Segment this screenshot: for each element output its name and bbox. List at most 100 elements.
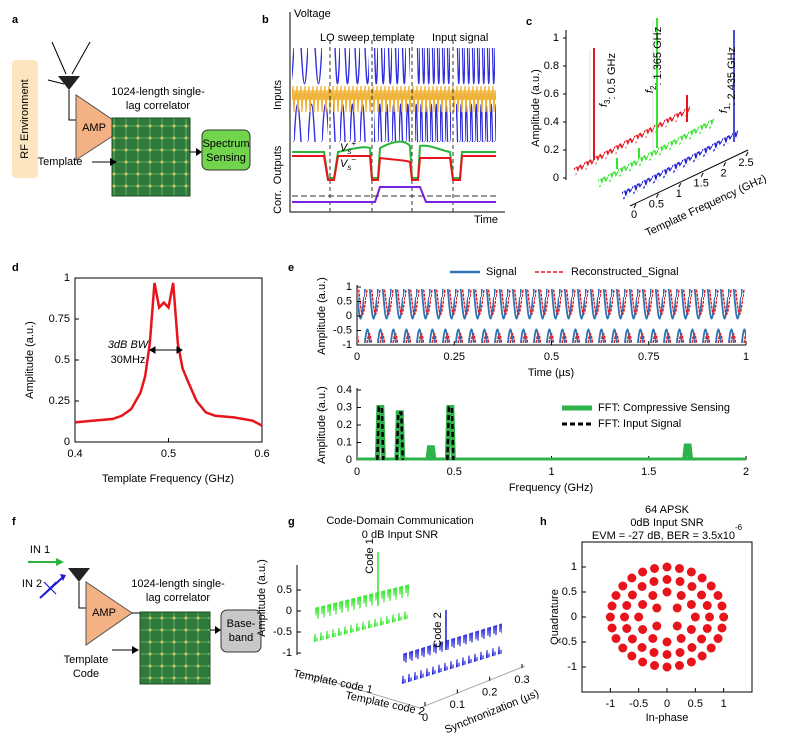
label: Signal	[486, 266, 517, 278]
constellation-point	[605, 612, 615, 622]
fft-peak	[682, 443, 694, 461]
x-tick-label: -0.5	[629, 698, 648, 710]
x-tick-label: 0.1	[450, 699, 465, 711]
x-tick-label: 1	[676, 188, 682, 200]
label: LO sweep template	[320, 32, 415, 44]
constellation-point	[650, 564, 660, 573]
bw-arrow	[149, 346, 183, 354]
constellation-point	[687, 643, 697, 652]
x-tick-label: 2	[721, 167, 727, 179]
constellation-point	[638, 625, 648, 634]
constellation-point	[662, 662, 672, 672]
panel-b-traces	[289, 12, 505, 213]
y-tick-label: 0	[346, 454, 352, 466]
legend-label: FFT: Input Signal	[598, 418, 681, 430]
panel-label: a	[12, 14, 19, 26]
vs-plus: Vs+	[340, 139, 356, 156]
constellation-point	[706, 643, 716, 653]
y-tick-label: 0.25	[49, 395, 70, 407]
constellation-point	[649, 577, 659, 586]
label: Spectrum	[202, 138, 249, 150]
text-part: 3	[603, 99, 612, 104]
label: AMP	[82, 122, 106, 134]
label: Code 1	[364, 538, 376, 573]
y-tick-label: 0.6	[544, 88, 559, 100]
constellation-point	[627, 573, 637, 583]
panel-c-traces	[565, 18, 749, 207]
y-tick-label: 0	[571, 611, 577, 623]
label: Sensing	[206, 152, 246, 164]
label: Template	[64, 654, 109, 666]
x-tick-label: 0.25	[444, 351, 465, 363]
x-tick-label: 0.3	[514, 674, 529, 686]
y-tick-label: 0.5	[562, 586, 577, 598]
label: Quadrature	[549, 589, 561, 645]
text-part: : 0.5 GHz	[606, 53, 618, 99]
x-tick-label: 0.5	[447, 466, 462, 478]
y-tick-label: 0.2	[337, 419, 352, 431]
constellation-point	[702, 601, 712, 610]
text-part: 2	[649, 85, 658, 90]
label: Amplitude (a.u.)	[316, 277, 328, 355]
label: Outputs	[272, 145, 284, 184]
label: Time (µs)	[528, 367, 574, 379]
text-part: -6	[735, 523, 743, 532]
constellation-point	[697, 651, 707, 661]
label: Inputs	[272, 80, 284, 110]
label: Frequency (GHz)	[509, 482, 593, 494]
constellation-point	[662, 575, 672, 584]
label: Template code 2	[344, 690, 425, 719]
constellation-point	[686, 657, 696, 667]
vs-minus: Vs−	[340, 155, 356, 172]
y-tick-label: -0.5	[558, 636, 577, 648]
label: Amplitude (a.u.)	[256, 559, 268, 637]
constellation-point	[702, 624, 712, 633]
y-tick-label: 1	[346, 281, 352, 293]
text-part: f	[598, 103, 610, 107]
legend-label: FFT: Compressive Sensing	[598, 402, 730, 414]
constellation-point	[674, 564, 684, 573]
x-tick-label: 0	[422, 712, 428, 724]
fft-peak	[446, 406, 455, 461]
tone-label: f3: 0.5 GHz	[598, 53, 618, 107]
label: 1024-length single-	[111, 86, 205, 98]
fft-peak	[395, 411, 405, 461]
constellation-point	[638, 600, 648, 609]
constellation-point	[690, 612, 700, 622]
x-tick-label: 2	[743, 466, 749, 478]
constellation-point	[607, 623, 617, 633]
constellation-point	[622, 624, 632, 633]
y-tick-label: 0.4	[544, 116, 559, 128]
x-tick-label: 1	[721, 698, 727, 710]
text-part: V	[340, 142, 349, 154]
y-tick-label: 1	[64, 272, 70, 284]
y-tick-label: 0.75	[49, 313, 70, 325]
constellation-point	[697, 634, 707, 644]
label: Voltage	[294, 8, 331, 20]
constellation-point	[638, 657, 648, 667]
y-tick-label: 0	[553, 172, 559, 184]
y-tick-label: 0.5	[277, 584, 292, 596]
label: Time	[474, 214, 498, 226]
constellation-point	[697, 590, 707, 600]
label: Amplitude (a.u.)	[316, 386, 328, 464]
text-part: : 2.435 GHz	[726, 47, 738, 106]
tick	[700, 172, 704, 178]
label: 64 APSK	[645, 504, 690, 516]
constellation-point	[618, 643, 628, 653]
y-tick-label: -1	[282, 647, 292, 659]
constellation-point	[622, 601, 632, 610]
label: Code 2	[432, 612, 444, 647]
x-tick-label: 0	[664, 698, 670, 710]
constellation-point	[611, 634, 621, 643]
x-tick-label: 0.5	[161, 448, 176, 460]
constellation-point	[713, 634, 723, 643]
label: Code	[73, 668, 99, 680]
curve	[74, 282, 263, 427]
x-tick-label: 0.5	[688, 698, 703, 710]
label: Code-Domain Communication	[326, 515, 473, 527]
constellation-point	[675, 648, 685, 657]
constellation-point	[648, 634, 658, 643]
fft-peak	[425, 445, 437, 461]
